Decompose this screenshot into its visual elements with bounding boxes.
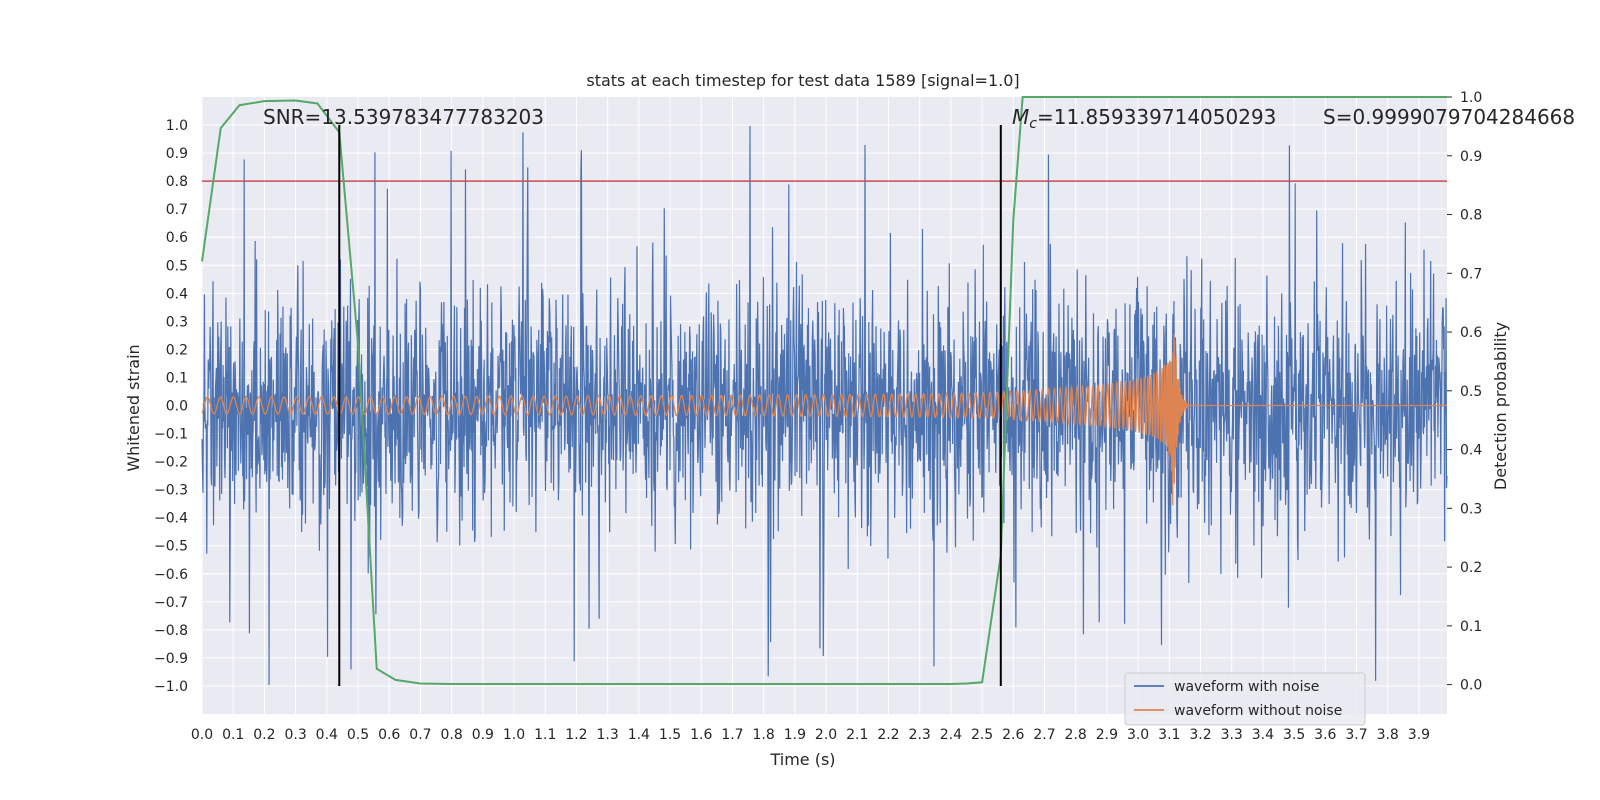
line-detection-probability bbox=[201, 96, 1447, 686]
x-tick-label: 1.9 bbox=[784, 727, 806, 743]
mc-value: =11.859339714050293 bbox=[1037, 105, 1276, 129]
legend-label-clean: waveform without noise bbox=[1174, 703, 1342, 719]
y-left-tick-label: 0.0 bbox=[166, 399, 188, 415]
x-tick-label: 3.7 bbox=[1345, 727, 1367, 743]
mc-annotation: Mc=11.859339714050293 bbox=[1012, 105, 1276, 132]
y-left-tick-label: 1.0 bbox=[166, 118, 188, 134]
x-tick-label: 1.4 bbox=[628, 727, 650, 743]
y-left-tick-label: 0.5 bbox=[166, 258, 188, 274]
x-axis-label: Time (s) bbox=[769, 750, 835, 769]
y-left-tick-label: −0.1 bbox=[154, 427, 188, 443]
x-tick-label: 0.2 bbox=[253, 727, 275, 743]
line-waveform-without-noise bbox=[201, 333, 1447, 506]
x-tick-label: 0.4 bbox=[316, 727, 338, 743]
x-tick-label: 3.8 bbox=[1377, 727, 1399, 743]
x-tick-label: 0.3 bbox=[284, 727, 306, 743]
y-right-tick-label: 0.6 bbox=[1460, 325, 1482, 341]
series-detection-probability bbox=[201, 96, 1447, 686]
x-tick-label: 3.0 bbox=[1127, 727, 1149, 743]
x-tick-label: 2.2 bbox=[877, 727, 899, 743]
mc-subscript: c bbox=[1029, 116, 1037, 132]
y-right-tick-label: 0.7 bbox=[1460, 266, 1482, 282]
y-axis-left-ticks: 1.0 0.9 0.8 0.7 0.6 0.5 0.4 0.3 0.2 0.1 0.0 −0.1 −0.… bbox=[154, 118, 188, 695]
chart-title: stats at each timestep for test data 158… bbox=[586, 71, 1019, 90]
line-waveform-with-noise bbox=[201, 126, 1448, 685]
y-left-tick-label: −0.8 bbox=[154, 623, 188, 639]
vertical-markers bbox=[338, 125, 1002, 686]
y-right-tick-label: 0.8 bbox=[1460, 208, 1482, 224]
mc-symbol: M bbox=[1012, 105, 1029, 129]
x-tick-label: 1.0 bbox=[503, 727, 525, 743]
y-left-tick-label: 0.2 bbox=[166, 342, 188, 358]
x-tick-label: 2.1 bbox=[846, 727, 868, 743]
x-tick-label: 1.2 bbox=[565, 727, 587, 743]
x-tick-label: 2.0 bbox=[815, 727, 837, 743]
x-tick-label: 2.7 bbox=[1033, 727, 1055, 743]
snr-annotation: SNR=13.539783477783203 bbox=[263, 105, 544, 129]
y-right-tick-label: 1.0 bbox=[1460, 90, 1482, 106]
x-tick-label: 3.1 bbox=[1158, 727, 1180, 743]
x-tick-label: 2.3 bbox=[909, 727, 931, 743]
x-tick-label: 0.5 bbox=[347, 727, 369, 743]
legend-box bbox=[1124, 672, 1366, 726]
y-left-tick-label: 0.3 bbox=[166, 314, 188, 330]
y-right-tick-label: 0.5 bbox=[1460, 384, 1482, 400]
y-left-tick-label: 0.8 bbox=[166, 174, 188, 190]
y-left-tick-label: 0.7 bbox=[166, 202, 188, 218]
x-tick-label: 0.1 bbox=[222, 727, 244, 743]
y-right-tick-label: 0.1 bbox=[1460, 619, 1482, 635]
x-tick-label: 3.2 bbox=[1189, 727, 1211, 743]
legend: waveform with noise waveform without noi… bbox=[1124, 672, 1366, 726]
y-right-tick-label: 0.2 bbox=[1460, 560, 1482, 576]
series-waveform-without-noise bbox=[201, 333, 1447, 506]
x-tick-label: 3.6 bbox=[1314, 727, 1336, 743]
y-axis-right-label: Detection probability bbox=[1491, 322, 1510, 490]
x-tick-label: 1.8 bbox=[753, 727, 775, 743]
y-left-tick-label: 0.9 bbox=[166, 146, 188, 162]
y-left-tick-label: −0.9 bbox=[154, 651, 188, 667]
x-tick-label: 0.7 bbox=[409, 727, 431, 743]
y-left-tick-label: 0.1 bbox=[166, 370, 188, 386]
legend-label-noise: waveform with noise bbox=[1174, 679, 1319, 695]
y-left-tick-label: −0.4 bbox=[154, 511, 188, 527]
y-axis-left-label: Whitened strain bbox=[124, 344, 143, 471]
x-tick-label: 0.0 bbox=[191, 727, 213, 743]
y-right-tick-label: 0.9 bbox=[1460, 149, 1482, 165]
x-tick-label: 0.6 bbox=[378, 727, 400, 743]
x-tick-label: 3.5 bbox=[1283, 727, 1305, 743]
x-tick-label: 2.6 bbox=[1002, 727, 1024, 743]
y-left-tick-label: −0.3 bbox=[154, 483, 188, 499]
y-right-tick-label: 0.3 bbox=[1460, 501, 1482, 517]
x-tick-label: 1.6 bbox=[690, 727, 712, 743]
series-waveform-with-noise bbox=[201, 126, 1448, 685]
y-left-tick-label: 0.4 bbox=[166, 286, 188, 302]
y-left-tick-label: −0.5 bbox=[154, 539, 188, 555]
y-right-tick-label: 0.4 bbox=[1460, 443, 1482, 459]
y-axis-right-ticks: 1.0 0.9 0.8 0.7 0.6 0.5 0.4 0.3 0.2 0.1 0.0 bbox=[1447, 90, 1482, 694]
s-annotation: S=0.9999079704284668 bbox=[1323, 105, 1575, 129]
y-left-tick-label: −0.7 bbox=[154, 595, 188, 611]
x-tick-label: 1.5 bbox=[659, 727, 681, 743]
x-tick-label: 2.4 bbox=[940, 727, 962, 743]
y-left-tick-label: −0.6 bbox=[154, 567, 188, 583]
x-tick-label: 0.8 bbox=[440, 727, 462, 743]
x-tick-label: 3.3 bbox=[1221, 727, 1243, 743]
x-tick-label: 1.7 bbox=[721, 727, 743, 743]
x-tick-label: 1.3 bbox=[597, 727, 619, 743]
x-tick-label: 2.5 bbox=[971, 727, 993, 743]
x-axis-ticks: 0.0 0.1 0.2 0.3 0.4 0.5 0.6 0.7 0.8 0.9 1.0 1.1 1.2 1… bbox=[191, 727, 1430, 743]
x-tick-label: 0.9 bbox=[472, 727, 494, 743]
y-right-tick-label: 0.0 bbox=[1460, 678, 1482, 694]
x-tick-label: 2.9 bbox=[1096, 727, 1118, 743]
y-left-tick-label: 0.6 bbox=[166, 230, 188, 246]
x-tick-label: 3.4 bbox=[1252, 727, 1274, 743]
x-tick-label: 1.1 bbox=[534, 727, 556, 743]
x-tick-label: 2.8 bbox=[1065, 727, 1087, 743]
y-left-tick-label: −0.2 bbox=[154, 455, 188, 471]
y-left-tick-label: −1.0 bbox=[154, 679, 188, 695]
x-tick-label: 3.9 bbox=[1408, 727, 1430, 743]
